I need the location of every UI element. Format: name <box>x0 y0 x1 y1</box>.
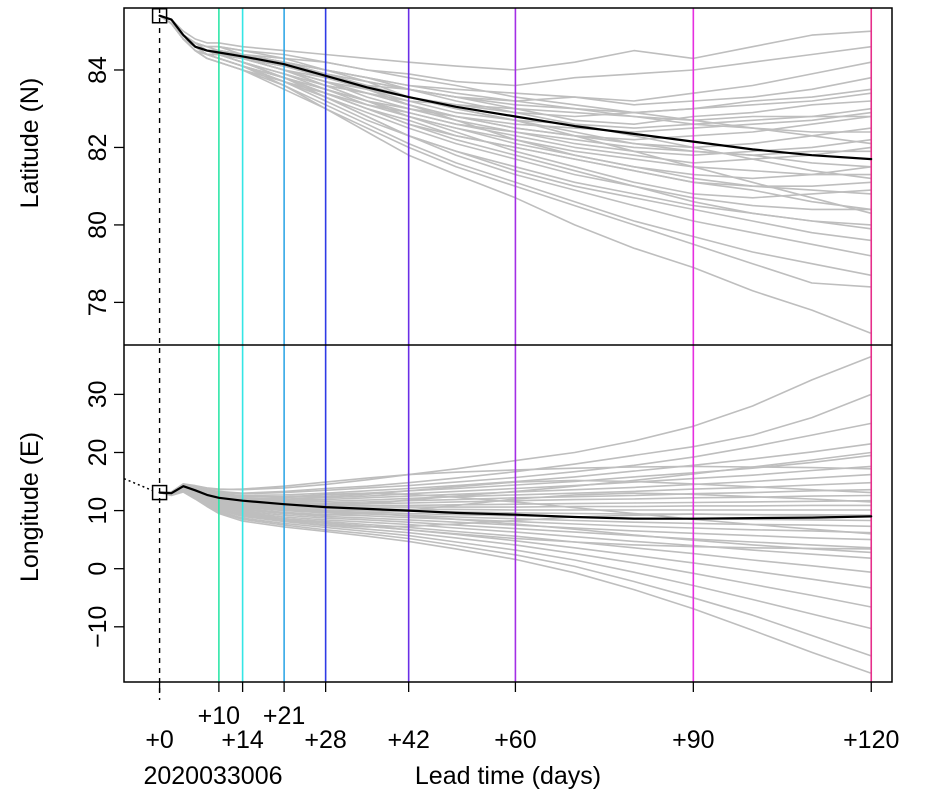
latitude-ensemble-mean-line <box>158 14 873 161</box>
latitude-tick-label-82: 82 <box>84 134 112 162</box>
longitude-axis-label: Longitude (E) <box>16 432 44 582</box>
x-tick-label-28: +28 <box>304 726 346 754</box>
longitude-tick-label-30: 30 <box>84 380 112 408</box>
x-axis-label: Lead time (days) <box>415 762 601 790</box>
ensemble-mean-lines <box>158 14 873 520</box>
x-tick-label-120: +120 <box>843 726 899 754</box>
longitude-ensemble-mean-line <box>158 485 873 520</box>
observed-track-dotted-line <box>123 477 153 492</box>
latitude-tick-label-80: 80 <box>84 211 112 239</box>
longitude-tick-label--10: −10 <box>84 606 112 648</box>
x-tick-label-14: +14 <box>221 726 264 754</box>
latitude-axis-label: Latitude (N) <box>16 78 44 209</box>
x-tick-label-90: +90 <box>672 726 714 754</box>
axes <box>114 7 893 692</box>
latitude-tick-label-84: 84 <box>84 56 112 84</box>
x-tick-label-0: +0 <box>145 726 174 754</box>
longitude-tick-label-20: 20 <box>84 439 112 467</box>
x-tick-label-10: +10 <box>198 702 240 730</box>
latitude-tick-label-78: 78 <box>84 288 112 316</box>
x-tick-label-60: +60 <box>494 726 536 754</box>
longitude-tick-label-10: 10 <box>84 497 112 525</box>
longitude-initial-position-marker <box>151 484 168 501</box>
x-tick-label-42: +42 <box>387 726 429 754</box>
init-date-label: 2020033006 <box>143 762 282 790</box>
x-tick-label-21: +21 <box>263 702 305 730</box>
axis-labels: Latitude (N) Longitude (E) Lead time (da… <box>16 56 899 790</box>
longitude-tick-label-0: 0 <box>84 562 112 576</box>
